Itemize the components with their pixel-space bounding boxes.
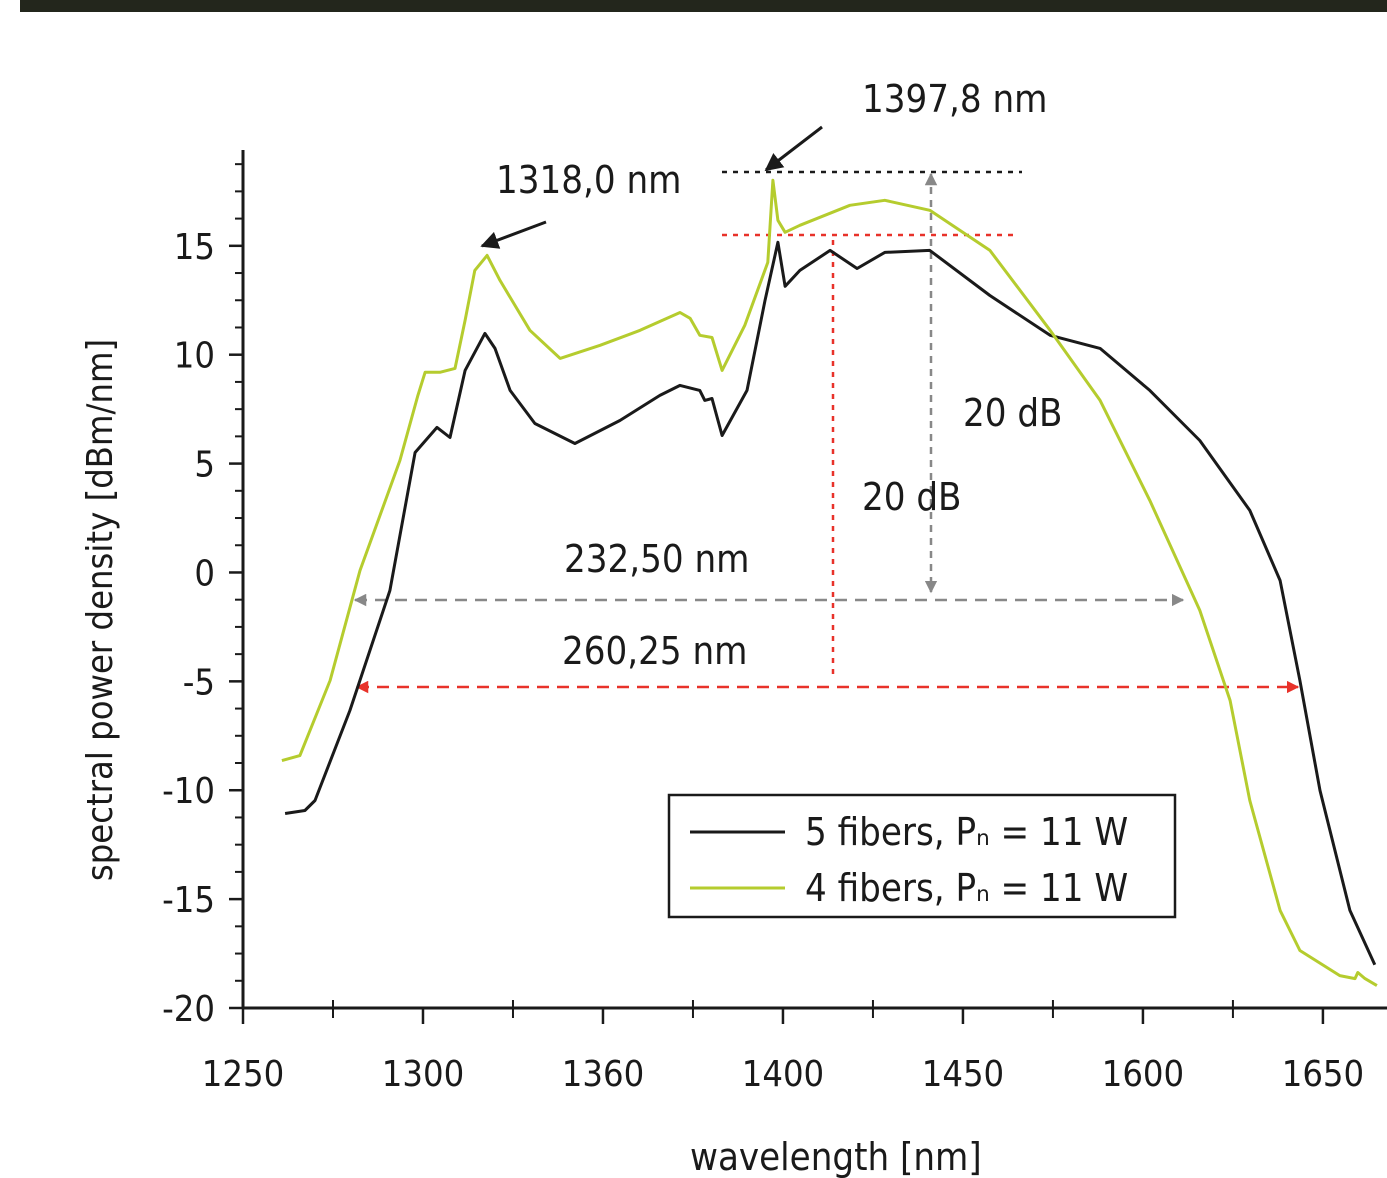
legend-label: 5 fibers, Pₙ = 11 W: [805, 810, 1128, 854]
x-tick-label: 1650: [1282, 1054, 1364, 1095]
photo-strip: [20, 0, 1387, 12]
y-tick-label: -5: [183, 662, 215, 703]
legend: [667, 793, 1177, 919]
annotation: 260,25 nm: [562, 629, 747, 673]
y-axis-label: spectral power density [dBm/nm]: [80, 339, 121, 881]
y-tick-label: 0: [194, 553, 215, 594]
annotation: 1397,8 nm: [862, 77, 1047, 121]
y-tick-label: -10: [162, 771, 215, 812]
x-axis-label: wavelength [nm]: [690, 1135, 982, 1178]
legend-label: 4 fibers, Pₙ = 11 W: [805, 866, 1128, 910]
y-tick-label: -15: [162, 880, 215, 921]
annotation: 20 dB: [862, 475, 962, 519]
annotation: 1318,0 nm: [496, 158, 681, 202]
annotation: 232,50 nm: [564, 537, 749, 581]
x-tick-label: 1360: [562, 1054, 644, 1095]
x-tick-label: 1600: [1102, 1054, 1184, 1095]
y-tick-label: 5: [194, 445, 215, 486]
annotation-lines: [353, 125, 1300, 694]
annotation: 20 dB: [963, 391, 1063, 435]
x-tick-label: 1450: [922, 1054, 1004, 1095]
series-line: [284, 240, 1377, 966]
y-tick-label: -20: [162, 989, 215, 1030]
x-tick-label: 1300: [382, 1054, 464, 1095]
x-tick-label: 1400: [742, 1054, 824, 1095]
x-tick-label: 1250: [202, 1054, 284, 1095]
y-tick-label: 10: [174, 336, 215, 377]
y-tick-label: 15: [174, 227, 215, 268]
series-line: [281, 178, 1378, 987]
